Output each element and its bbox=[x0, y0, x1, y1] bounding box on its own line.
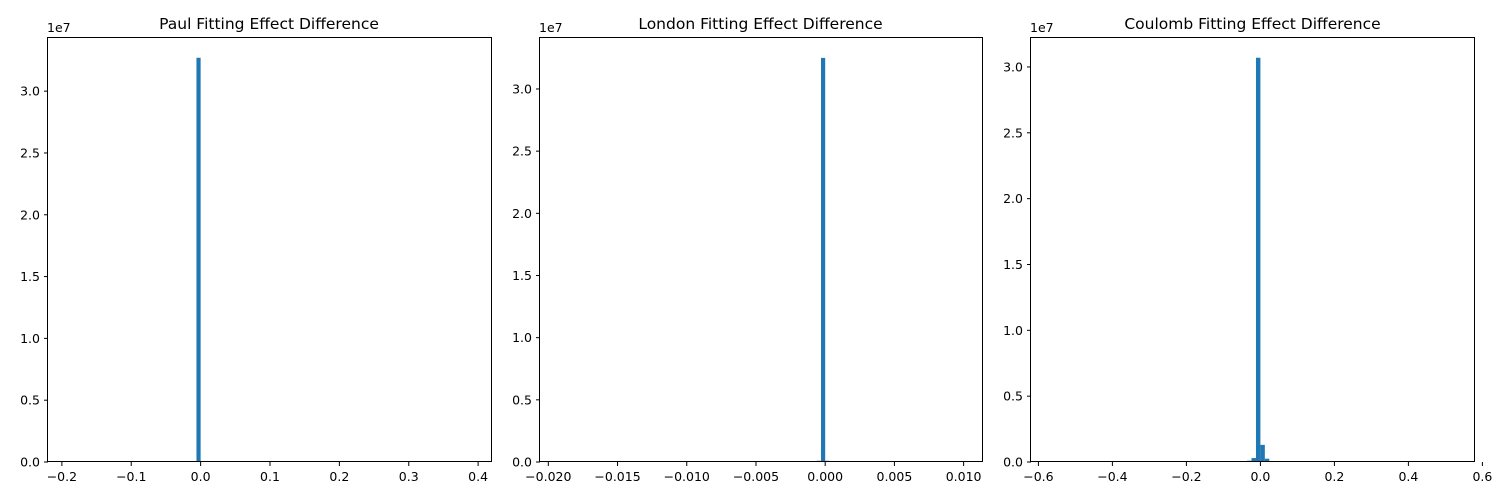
x-tick-label: 0.2 bbox=[329, 469, 349, 484]
subplot-coulomb: Coulomb Fitting Effect Difference 1e7 −0… bbox=[1003, 15, 1492, 484]
x-axis-ticks: −0.020 −0.015 −0.010 −0.005 0.000 0.005 0.010 bbox=[525, 462, 982, 484]
chart-title: London Fitting Effect Difference bbox=[638, 15, 882, 33]
x-tick-label: 0.000 bbox=[807, 469, 843, 484]
x-tick-label: −0.015 bbox=[594, 469, 640, 484]
x-axis-ticks: −0.2 −0.1 0.0 0.1 0.2 0.3 0.4 bbox=[47, 462, 488, 484]
x-tick-label: 0.4 bbox=[468, 469, 488, 484]
y-tick-label: 2.0 bbox=[1003, 191, 1023, 206]
x-tick-label: −0.6 bbox=[1023, 469, 1053, 484]
histogram-bar bbox=[821, 57, 826, 462]
histogram-bar bbox=[1255, 57, 1261, 462]
y-tick-label: 0.5 bbox=[20, 393, 40, 408]
subplot-london: London Fitting Effect Difference 1e7 −0.… bbox=[512, 15, 983, 484]
y-tick-label: 0.5 bbox=[512, 392, 532, 407]
x-tick-label: −0.005 bbox=[733, 469, 779, 484]
x-tick-label: 0.0 bbox=[191, 469, 211, 484]
y-multiplier-label: 1e7 bbox=[1030, 20, 1054, 35]
x-tick-label: −0.2 bbox=[1171, 469, 1201, 484]
x-tick-label: −0.020 bbox=[525, 469, 571, 484]
axes-frame bbox=[47, 37, 492, 462]
y-axis-ticks: 0.0 0.5 1.0 1.5 2.0 2.5 3.0 bbox=[512, 81, 540, 470]
y-multiplier-label: 1e7 bbox=[47, 20, 71, 35]
y-tick-label: 2.0 bbox=[20, 207, 40, 222]
y-tick-label: 3.0 bbox=[1003, 59, 1023, 74]
y-tick-label: 1.0 bbox=[20, 331, 40, 346]
histogram-bar bbox=[196, 57, 201, 462]
y-tick-label: 1.5 bbox=[20, 269, 40, 284]
y-tick-label: 2.5 bbox=[512, 144, 532, 159]
histogram-bar bbox=[1264, 458, 1270, 462]
axes-frame bbox=[1030, 37, 1475, 462]
x-tick-label: −0.4 bbox=[1097, 469, 1127, 484]
subplot-paul: Paul Fitting Effect Difference 1e7 −0.2−… bbox=[20, 15, 492, 484]
x-tick-label: 0.010 bbox=[946, 469, 982, 484]
y-tick-label: 3.0 bbox=[20, 84, 40, 99]
x-axis-ticks: −0.6 −0.4 −0.2 0.0 0.2 0.4 0.6 bbox=[1023, 462, 1492, 484]
y-tick-label: 0.5 bbox=[1003, 389, 1023, 404]
y-tick-label: 1.0 bbox=[512, 330, 532, 345]
x-tick-label: 0.3 bbox=[399, 469, 419, 484]
y-tick-label: 2.5 bbox=[20, 145, 40, 160]
y-tick-label: 2.5 bbox=[1003, 125, 1023, 140]
bars bbox=[196, 57, 201, 462]
y-tick-label: 2.0 bbox=[512, 206, 532, 221]
y-multiplier-label: 1e7 bbox=[539, 20, 563, 35]
x-tick-label: 0.0 bbox=[1250, 469, 1270, 484]
y-tick-label: 0.0 bbox=[512, 455, 532, 470]
y-tick-label: 3.0 bbox=[512, 81, 532, 96]
histogram-bar bbox=[1260, 444, 1265, 462]
x-tick-label: 0.6 bbox=[1472, 469, 1492, 484]
x-tick-label: 0.005 bbox=[877, 469, 913, 484]
x-tick-label: 0.4 bbox=[1398, 469, 1418, 484]
y-tick-label: 0.0 bbox=[20, 455, 40, 470]
y-tick-label: 0.0 bbox=[1003, 455, 1023, 470]
chart-title: Coulomb Fitting Effect Difference bbox=[1124, 15, 1380, 33]
chart-title: Paul Fitting Effect Difference bbox=[159, 15, 379, 33]
x-tick-label: 0.2 bbox=[1324, 469, 1344, 484]
histogram-bar bbox=[1251, 458, 1256, 462]
x-tick-label: −0.2 bbox=[47, 469, 77, 484]
x-tick-label: −0.010 bbox=[664, 469, 710, 484]
x-tick-label: −0.1 bbox=[116, 469, 146, 484]
x-tick-label: 0.1 bbox=[260, 469, 280, 484]
y-tick-label: 1.5 bbox=[512, 268, 532, 283]
y-tick-label: 1.0 bbox=[1003, 323, 1023, 338]
y-axis-ticks: 0.0 0.5 1.0 1.5 2.0 2.5 3.0 bbox=[1003, 59, 1031, 470]
y-tick-label: 1.5 bbox=[1003, 257, 1023, 272]
y-axis-ticks: 0.0 0.5 1.0 1.5 2.0 2.5 3.0 bbox=[20, 84, 48, 470]
axes-frame bbox=[539, 37, 983, 462]
